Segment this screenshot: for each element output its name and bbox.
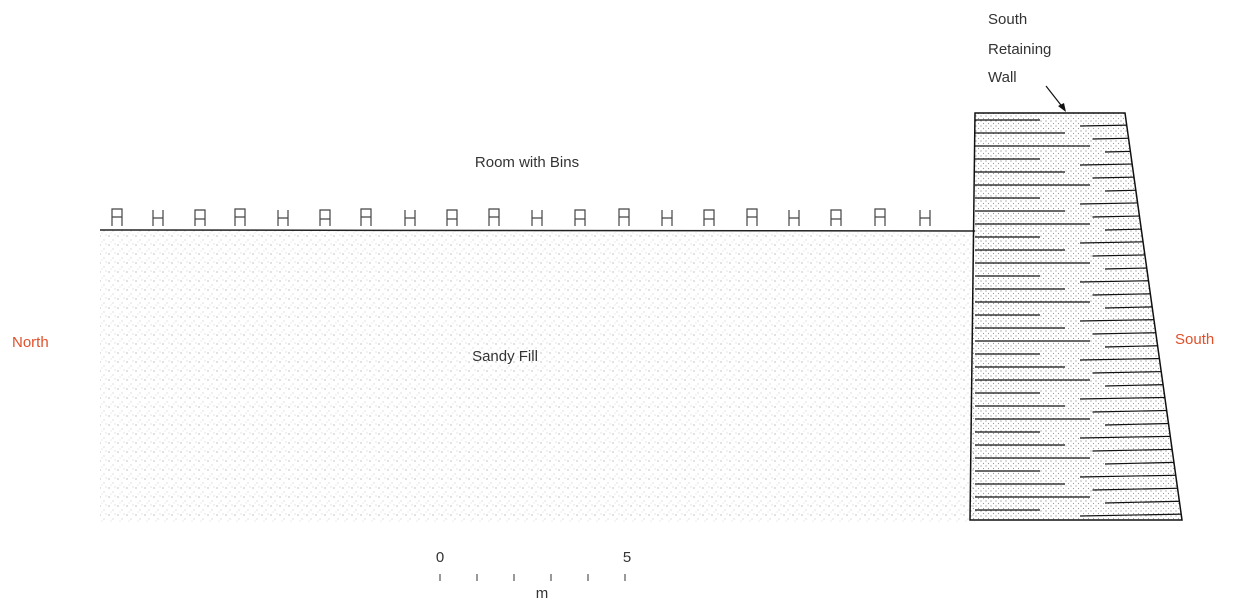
floor-line [99, 229, 976, 232]
bin [404, 210, 416, 226]
hatch-line [1092, 487, 1182, 491]
bin [152, 210, 164, 226]
bin [319, 209, 331, 226]
bin [574, 209, 586, 226]
bin [234, 208, 246, 226]
wall-label: Retaining [988, 41, 1051, 58]
scale-end: 5 [623, 549, 631, 566]
scale-start: 0 [436, 549, 444, 566]
bin [446, 209, 458, 226]
hatch-line [1104, 500, 1182, 504]
bin [661, 210, 673, 226]
north-label: North [12, 334, 49, 351]
hatch-line [1079, 474, 1182, 478]
hatch-line [1079, 513, 1182, 517]
scale-bar: 0 5 m [436, 549, 631, 600]
retaining-wall [969, 112, 1183, 521]
bin [788, 210, 800, 226]
scale-unit: m [536, 585, 549, 600]
bin [746, 208, 758, 226]
bin [830, 209, 842, 226]
scale-ticks [439, 574, 626, 581]
bin [488, 208, 500, 226]
bin [919, 210, 931, 226]
wall-label: South [988, 11, 1027, 28]
bin [194, 209, 206, 226]
bin [277, 210, 289, 226]
bin [531, 210, 543, 226]
south-label: South [1175, 331, 1214, 348]
bins [111, 208, 931, 226]
sandy-fill-area [100, 230, 975, 522]
bin [111, 208, 123, 226]
bin [618, 208, 630, 226]
fill-label: Sandy Fill [472, 348, 538, 365]
bin [703, 209, 715, 226]
wall-arrow-head [1058, 103, 1066, 112]
bin [360, 208, 372, 226]
room-label: Room with Bins [475, 154, 579, 171]
wall-label: Wall [988, 69, 1017, 86]
bin [874, 208, 886, 226]
